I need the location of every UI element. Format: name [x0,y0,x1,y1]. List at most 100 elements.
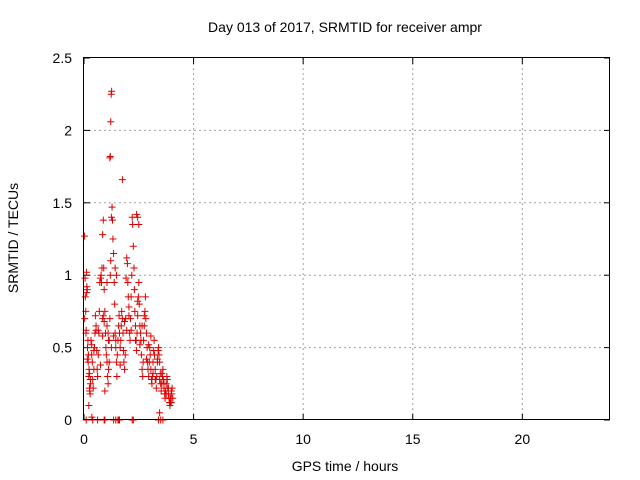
data-point [134,312,142,320]
grid-lines [84,58,610,420]
data-point [95,329,103,337]
data-point [113,351,121,359]
data-point [81,274,89,282]
data-point [91,312,99,320]
data-point [94,351,102,359]
data-point [108,87,116,95]
data-point [110,332,118,340]
data-point [100,264,108,272]
data-point [93,365,101,373]
data-point [142,315,150,323]
data-point [115,312,123,320]
y-tick-label: 1 [64,267,72,283]
data-point [103,322,111,330]
data-point [112,336,120,344]
data-point [147,332,155,340]
data-point [104,373,112,381]
data-point [83,355,91,363]
data-point [118,307,126,315]
x-tick-label: 0 [80,431,88,447]
data-point [101,307,109,315]
data-point [105,336,113,344]
data-point [88,358,96,366]
data-point [81,293,89,301]
data-point [85,370,93,378]
data-point [135,300,143,308]
data-point [127,293,135,301]
data-point [104,380,112,388]
plot-frame [83,57,610,420]
data-point [108,203,116,211]
data-point [85,373,93,381]
data-point [107,344,115,352]
data-point [89,384,97,392]
data-point [137,329,145,337]
data-point [167,399,175,407]
data-point [116,344,124,352]
data-point [120,358,128,366]
data-point [134,293,142,301]
data-point [108,216,116,224]
data-point [96,274,104,282]
data-point [126,329,134,337]
data-point [162,390,170,398]
x-tick-label: 15 [405,431,421,447]
data-point [129,242,137,250]
y-tick-label: 1.5 [53,195,73,211]
data-point [118,176,126,184]
data-point [83,289,91,297]
data-point [136,341,144,349]
data-point [99,315,107,323]
data-point [86,387,94,395]
data-point [134,213,142,221]
data-point [135,221,143,229]
data-point [105,365,113,373]
data-point [138,365,146,373]
data-point [151,365,159,373]
data-point [90,346,98,354]
data-point [130,286,138,294]
data-point [99,312,107,320]
data-point [133,346,141,354]
data-point [131,307,139,315]
data-point [130,264,138,272]
data-point [140,336,148,344]
data-point [139,373,147,381]
data-point [123,326,131,334]
data-point [137,351,145,359]
data-point [99,231,107,239]
data-point [158,370,166,378]
data-point [134,297,142,305]
data-point [142,355,150,363]
data-point [96,361,104,369]
data-point [150,336,158,344]
x-tick-label: 5 [190,431,198,447]
data-point [126,315,134,323]
data-point [119,346,127,354]
data-point [160,380,168,388]
data-point [132,336,140,344]
data-point [94,326,102,334]
data-point [117,322,125,330]
data-point [141,307,149,315]
data-point [111,300,119,308]
data-point [125,312,133,320]
x-axis-label: GPS time / hours [292,458,399,474]
data-point [142,329,150,337]
data-point [85,402,93,410]
data-point [156,375,164,383]
data-point [106,315,114,323]
data-point [103,278,111,286]
data-point [155,344,163,352]
data-point [129,221,137,229]
y-axis-label: SRMTID / TECUs [5,183,21,293]
data-point [107,118,115,126]
data-point [111,264,119,272]
data-point [80,232,88,240]
data-point [88,341,96,349]
data-point [122,274,130,282]
data-point [110,249,118,257]
data-point [153,355,161,363]
data-point [83,268,91,276]
